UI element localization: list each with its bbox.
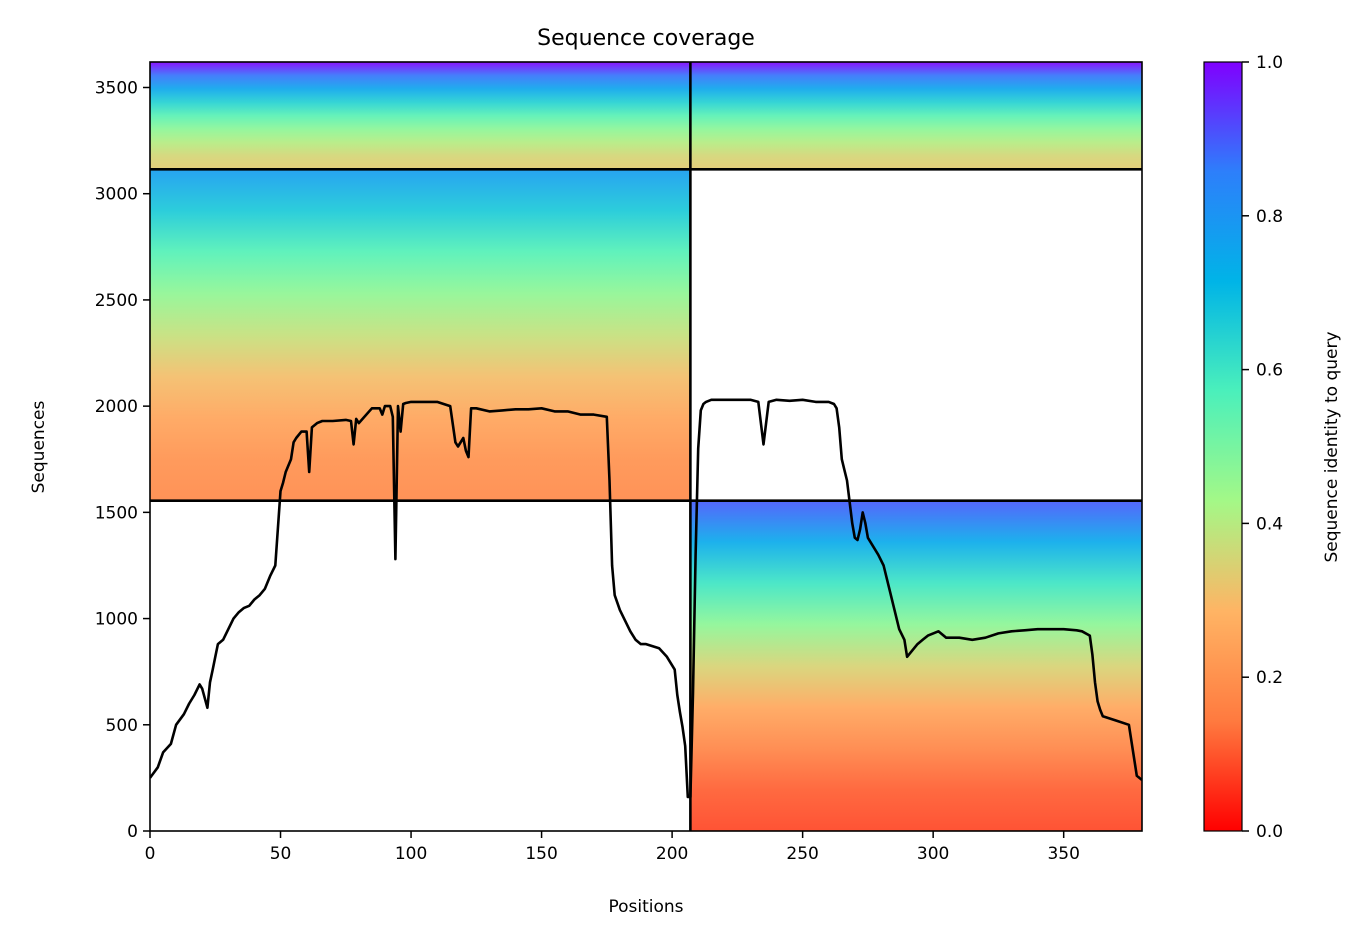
plot-area — [149, 61, 1143, 832]
y-tick-label: 2000 — [95, 397, 138, 417]
colorbar-tick-label: 0.8 — [1256, 207, 1283, 227]
colorbar-tick-label: 0.4 — [1256, 514, 1283, 534]
heatmap-block — [150, 62, 691, 170]
block-dividers — [150, 62, 1142, 831]
colorbar-tick-label: 1.0 — [1256, 53, 1283, 73]
colorbar: 0.0 0.2 0.4 0.6 0.8 1.0 Sequence identity to … — [1203, 53, 1342, 842]
y-tick-label: 2500 — [95, 291, 138, 311]
y-axis-ticks: 0 500 1000 1500 2000 2500 3000 3500 — [95, 78, 150, 842]
x-axis-label: Positions — [608, 897, 683, 917]
colorbar-strip — [1203, 61, 1243, 832]
x-tick-label: 50 — [270, 844, 292, 864]
colorbar-ticks: 0.0 0.2 0.4 0.6 0.8 1.0 — [1242, 53, 1283, 842]
plot-frame — [149, 61, 1143, 832]
x-tick-label: 300 — [917, 844, 949, 864]
x-tick-label: 150 — [525, 844, 557, 864]
x-axis-ticks: 0 50 100 150 200 250 300 350 — [145, 831, 1080, 864]
x-tick-label: 0 — [145, 844, 156, 864]
heatmap-block — [690, 62, 1142, 170]
colorbar-tick-label: 0.6 — [1256, 361, 1283, 381]
x-tick-label: 250 — [786, 844, 818, 864]
coverage-line — [150, 398, 1142, 799]
heatmap-block — [150, 169, 691, 501]
heatmap-block — [690, 500, 1142, 831]
y-tick-label: 0 — [127, 822, 138, 842]
y-tick-label: 3000 — [95, 185, 138, 205]
x-tick-label: 350 — [1047, 844, 1079, 864]
y-tick-label: 1000 — [95, 610, 138, 630]
heatmap-layer — [150, 62, 1142, 831]
y-axis-label: Sequences — [29, 401, 49, 494]
colorbar-tick-label: 0.0 — [1256, 822, 1283, 842]
colorbar-tick-label: 0.2 — [1256, 668, 1283, 688]
x-tick-label: 200 — [656, 844, 688, 864]
y-tick-label: 3500 — [95, 78, 138, 98]
chart-title: Sequence coverage — [537, 26, 755, 51]
y-tick-label: 1500 — [95, 503, 138, 523]
colorbar-label: Sequence identity to query — [1322, 331, 1342, 562]
x-tick-label: 100 — [395, 844, 427, 864]
y-tick-label: 500 — [106, 716, 138, 736]
